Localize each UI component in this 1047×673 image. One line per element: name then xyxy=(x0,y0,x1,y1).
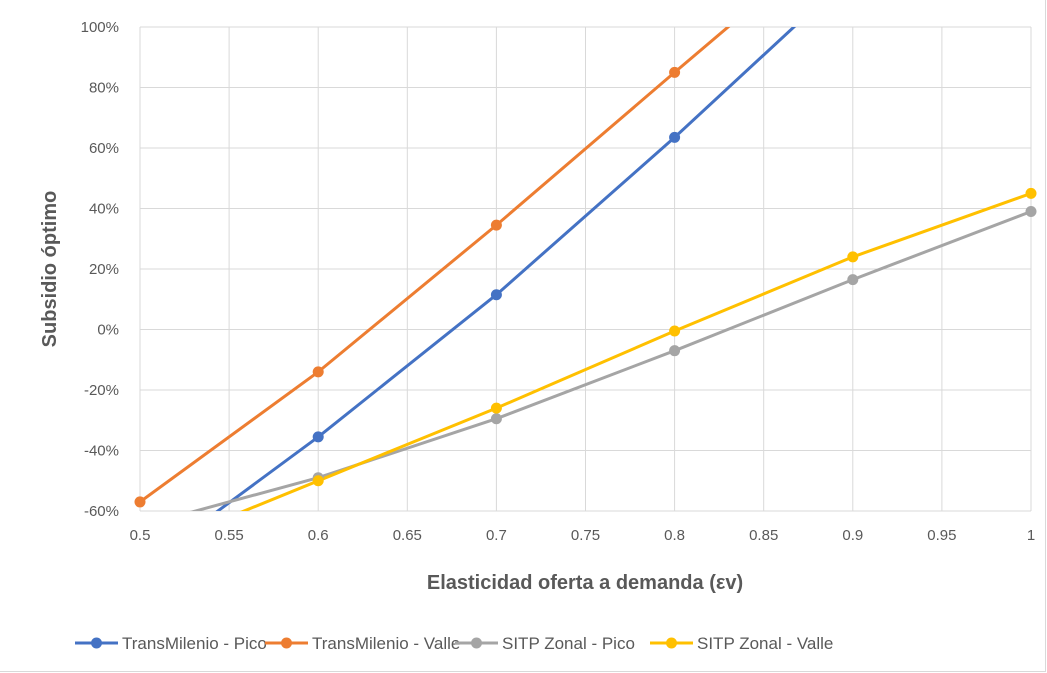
y-tick-label: 60% xyxy=(89,140,119,157)
y-tick-label: 0% xyxy=(97,322,119,339)
data-point xyxy=(490,413,502,425)
data-point xyxy=(847,251,859,263)
data-point xyxy=(490,402,502,414)
y-tick-label: -60% xyxy=(84,503,119,520)
y-tick-label: 80% xyxy=(89,80,119,97)
x-tick-label: 0.95 xyxy=(927,527,956,544)
x-tick-label: 0.9 xyxy=(842,527,863,544)
data-point xyxy=(134,496,146,508)
data-point xyxy=(312,366,324,378)
y-axis-title: Subsidio óptimo xyxy=(39,191,61,348)
x-tick-label: 0.75 xyxy=(571,527,600,544)
data-point xyxy=(669,325,681,337)
legend-swatch-marker xyxy=(91,637,102,649)
legend-swatch-marker xyxy=(666,637,677,649)
legend-label: TransMilenio - Pico xyxy=(122,634,267,653)
data-point xyxy=(669,131,681,143)
legend-label: SITP Zonal - Valle xyxy=(697,634,833,653)
series-line-2 xyxy=(189,210,1031,511)
x-tick-label: 0.65 xyxy=(393,527,422,544)
legend-label: TransMilenio - Valle xyxy=(312,634,460,653)
x-tick-label: 0.8 xyxy=(664,527,685,544)
marker-group xyxy=(134,66,1037,508)
data-point xyxy=(669,345,681,357)
data-point xyxy=(490,289,502,301)
data-point xyxy=(312,475,324,487)
x-tick-label: 0.55 xyxy=(214,527,243,544)
y-tick-label: -20% xyxy=(84,382,119,399)
data-point xyxy=(847,274,859,286)
data-point xyxy=(1025,206,1037,218)
y-tick-label: 40% xyxy=(89,201,119,218)
series-line-3 xyxy=(240,191,1031,511)
y-tick-label: 100% xyxy=(81,19,119,36)
legend-swatch-marker xyxy=(471,637,482,649)
x-tick-label: 0.6 xyxy=(308,527,329,544)
x-tick-label: 0.7 xyxy=(486,527,507,544)
legend: TransMilenio - Pico TransMilenio - Valle S… xyxy=(75,634,833,653)
gridlines xyxy=(139,26,1032,512)
x-axis-title: Elasticidad oferta a demanda (εv) xyxy=(427,572,743,594)
legend-label: SITP Zonal - Pico xyxy=(502,634,635,653)
x-tick-label: 0.85 xyxy=(749,527,778,544)
y-tick-label: -40% xyxy=(84,443,119,460)
tick-labels: 0.5 0.55 0.6 0.65 0.7 0.75 0.8 0.85 0.9 0.95 1 100%… xyxy=(81,19,1036,544)
data-point xyxy=(669,66,681,78)
data-point xyxy=(1025,187,1037,199)
x-tick-label: 1 xyxy=(1027,527,1035,544)
data-point xyxy=(490,219,502,231)
legend-swatch-marker xyxy=(281,637,292,649)
y-tick-label: 20% xyxy=(89,261,119,278)
x-tick-label: 0.5 xyxy=(130,527,151,544)
data-point xyxy=(312,431,324,443)
